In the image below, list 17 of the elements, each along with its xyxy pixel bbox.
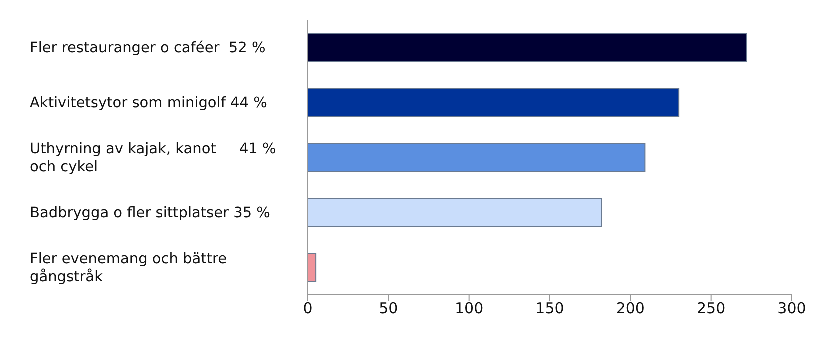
y-tick-label: Badbrygga o fler sittplatser 35 % [30, 206, 270, 222]
bar [308, 88, 680, 118]
x-tick-label: 0 [303, 300, 313, 318]
x-tick-label: 50 [379, 300, 398, 318]
x-tick-label: 200 [616, 300, 645, 318]
bar [308, 33, 748, 62]
y-tick-label: Fler evenemang och bättre gångstråk [30, 252, 228, 286]
y-tick-label: Aktivitetsytor som minigolf 44 % [30, 96, 268, 112]
y-tick-label: Uthyrning av kajak, kanot 41 % och cykel [30, 142, 276, 176]
y-tick-label: Fler restauranger o caféer 52 % [30, 40, 266, 56]
bar [308, 143, 646, 172]
x-tick-label: 150 [536, 300, 564, 318]
x-tick-label: 300 [778, 300, 806, 318]
bar [308, 198, 602, 228]
x-tick-label: 100 [455, 300, 484, 318]
x-tick-label: 250 [697, 300, 726, 318]
bar [308, 253, 317, 282]
